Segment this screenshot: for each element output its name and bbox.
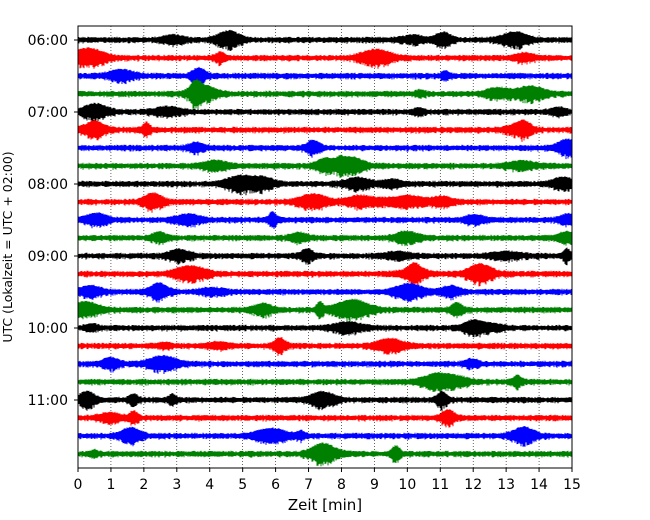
y-tick-label: 07:00: [28, 105, 68, 121]
trace-0700: [77, 102, 573, 123]
y-tick-label: 11:00: [28, 393, 68, 409]
trace-0800: [77, 174, 573, 196]
x-tick-label: 6: [271, 477, 280, 493]
trace-1030: [77, 354, 573, 374]
trace-1045: [77, 372, 573, 392]
x-tick-label: 13: [497, 477, 515, 493]
trace-0845: [77, 230, 573, 247]
trace-0815: [77, 192, 573, 213]
trace-0745: [77, 154, 573, 178]
trace-0715: [77, 119, 573, 142]
x-tick-label: 10: [398, 477, 416, 493]
trace-0900: [77, 247, 573, 266]
x-tick-label: 5: [238, 477, 247, 493]
x-axis: 0 1 2 3 4 5 6 7 8 9 10 11 12 13 14 15: [74, 468, 581, 493]
trace-0830: [77, 211, 573, 229]
trace-0730: [77, 138, 573, 160]
x-tick-label: 12: [464, 477, 482, 493]
trace-1130: [77, 426, 573, 447]
plot-frame: [77, 25, 573, 469]
x-tick-label: 8: [337, 477, 346, 493]
x-tick-label: 15: [563, 477, 581, 493]
x-tick-label: 14: [530, 477, 548, 493]
x-tick-label: 9: [370, 477, 379, 493]
x-tick-label: 11: [431, 477, 449, 493]
trace-1145: [77, 442, 573, 467]
x-tick-label: 4: [205, 477, 214, 493]
y-tick-label: 08:00: [28, 177, 68, 193]
trace-0630: [77, 66, 573, 86]
y-tick-label: 06:00: [28, 33, 68, 49]
trace-0645: [77, 78, 573, 110]
y-tick-label: 09:00: [28, 249, 68, 265]
y-axis: 06:00 07:00 08:00 09:00 10:00 11:00: [28, 33, 78, 409]
trace-0615: [77, 47, 573, 69]
x-tick-label: 7: [304, 477, 313, 493]
x-axis-label: Zeit [min]: [288, 496, 362, 514]
y-axis-label: UTC (Lokalzeit = UTC + 02:00): [0, 151, 15, 342]
seismic-traces: [77, 29, 573, 467]
y-tick-label: 10:00: [28, 321, 68, 337]
x-tick-label: 1: [106, 477, 115, 493]
x-tick-label: 3: [172, 477, 181, 493]
trace-1100: [77, 390, 573, 411]
x-tick-label: 0: [74, 477, 83, 493]
trace-0930: [77, 282, 573, 303]
x-tick-label: 2: [139, 477, 148, 493]
trace-1000: [77, 319, 573, 338]
trace-0945: [77, 298, 573, 323]
trace-0915: [77, 262, 573, 287]
trace-1015: [77, 337, 573, 356]
trace-1115: [77, 409, 573, 428]
trace-0600: [77, 29, 573, 51]
